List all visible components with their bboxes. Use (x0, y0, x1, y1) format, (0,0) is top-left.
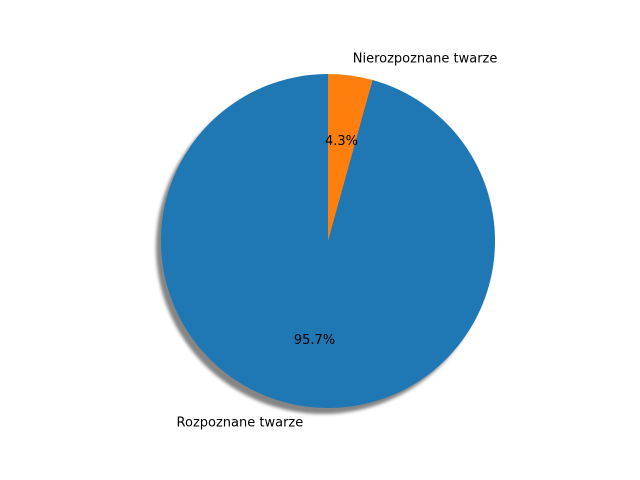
pie-labels: Nierozpoznane twarze 4.3% Rozpoznane twarz… (177, 51, 498, 430)
percent-label-nierozpoznane: 4.3% (325, 134, 358, 149)
pie-slice-nierozpoznane (328, 74, 373, 241)
category-label-nierozpoznane: Nierozpoznane twarze (353, 51, 498, 66)
category-label-rozpoznane: Rozpoznane twarze (177, 416, 304, 431)
percent-label-rozpoznane: 95.7% (294, 333, 335, 348)
pie-slices (161, 74, 496, 408)
pie-slice-rozpoznane (161, 74, 496, 408)
